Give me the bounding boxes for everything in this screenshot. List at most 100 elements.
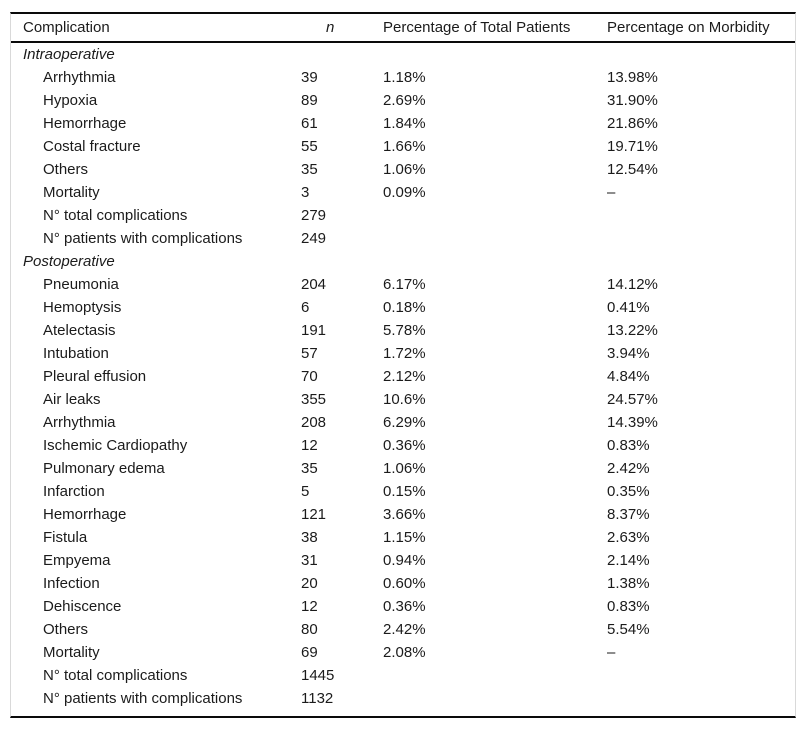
cell-n: 279 [301,207,327,224]
cell-n: 121 [301,506,327,523]
table-row: N° patients with complications 249 [11,227,795,250]
cell-n: 12 [301,437,318,454]
cell-pct-morbidity: 2.42% [607,460,650,477]
cell-pct-total: 1.72% [383,345,426,362]
cell-pct-total: 2.08% [383,644,426,661]
cell-pct-total: 0.18% [383,299,426,316]
cell-label: Atelectasis [43,322,116,339]
cell-pct-morbidity: 3.94% [607,345,650,362]
column-header-complication: Complication [23,19,110,36]
cell-pct-total: 0.60% [383,575,426,592]
table-row: Infection 20 0.60% 1.38% [11,572,795,595]
column-header-pct-morbidity: Percentage on Morbidity [607,19,770,36]
cell-label: Hypoxia [43,92,98,109]
table-row: Others 35 1.06% 12.54% [11,158,795,181]
cell-pct-total: 1.18% [383,69,426,86]
table-row: N° total complications 279 [11,204,795,227]
cell-n: 204 [301,276,327,293]
table-header-row: Complication n Percentage of Total Patie… [11,14,795,43]
cell-n: 61 [301,115,318,132]
column-header-pct-total: Percentage of Total Patients [383,19,571,36]
cell-label: Others [43,161,89,178]
table-row: Hemorrhage 121 3.66% 8.37% [11,503,795,526]
cell-pct-total: 1.66% [383,138,426,155]
cell-label: Hemorrhage [43,506,127,523]
cell-pct-morbidity: 8.37% [607,506,650,523]
cell-n: 20 [301,575,318,592]
table-row: Pneumonia 204 6.17% 14.12% [11,273,795,296]
table-row: Infarction 5 0.15% 0.35% [11,480,795,503]
table-row: Hemorrhage 61 1.84% 21.86% [11,112,795,135]
cell-pct-total [383,204,607,227]
cell-n: 1445 [301,667,335,684]
table-row: Mortality 69 2.08% – [11,641,795,664]
table-row: Air leaks 355 10.6% 24.57% [11,388,795,411]
cell-label: Pneumonia [43,276,119,293]
cell-n: 35 [301,161,318,178]
cell-pct-morbidity: 31.90% [607,92,658,109]
table-row: Arrhythmia 208 6.29% 14.39% [11,411,795,434]
cell-label: N° patients with complications [43,230,243,247]
cell-label: Ischemic Cardiopathy [43,437,188,454]
cell-pct-total: 2.12% [383,368,426,385]
cell-pct-total: 0.15% [383,483,426,500]
table-row: Arrhythmia 39 1.18% 13.98% [11,66,795,89]
table-row: N° patients with complications 1132 [11,687,795,710]
cell-label: Arrhythmia [43,414,116,431]
column-header-n: n [326,19,335,36]
cell-pct-morbidity: 2.14% [607,552,650,569]
cell-pct-morbidity: 1.38% [607,575,650,592]
table-row: N° total complications 1445 [11,664,795,687]
table-row: Atelectasis 191 5.78% 13.22% [11,319,795,342]
cell-label: Empyema [43,552,111,569]
cell-pct-total: 0.09% [383,184,426,201]
cell-pct-morbidity: 0.83% [607,598,650,615]
table-row: Ischemic Cardiopathy 12 0.36% 0.83% [11,434,795,457]
cell-label: Fistula [43,529,88,546]
cell-label: Mortality [43,644,100,661]
cell-label: Costal fracture [43,138,141,155]
table-row: Others 80 2.42% 5.54% [11,618,795,641]
section-name: Postoperative [23,253,115,270]
table-row: Hemoptysis 6 0.18% 0.41% [11,296,795,319]
cell-pct-morbidity: 14.39% [607,414,658,431]
cell-n: 57 [301,345,318,362]
section-header-row: Postoperative [11,250,795,273]
cell-pct-morbidity [607,204,795,227]
cell-n: 39 [301,69,318,86]
cell-label: Mortality [43,184,100,201]
table-row: Empyema 31 0.94% 2.14% [11,549,795,572]
cell-pct-morbidity: 12.54% [607,161,658,178]
cell-pct-total [383,664,607,687]
cell-n: 208 [301,414,327,431]
cell-label: Infarction [43,483,105,500]
cell-pct-morbidity: 19.71% [607,138,658,155]
cell-label: Hemoptysis [43,299,122,316]
cell-n: 70 [301,368,318,385]
cell-pct-total: 6.17% [383,276,426,293]
cell-label: N° total complications [43,207,188,224]
cell-n: 191 [301,322,327,339]
cell-pct-total: 0.94% [383,552,426,569]
cell-label: Dehiscence [43,598,122,615]
cell-label: N° patients with complications [43,690,243,707]
cell-pct-morbidity: 0.41% [607,299,650,316]
cell-pct-morbidity: 5.54% [607,621,650,638]
cell-label: Arrhythmia [43,69,116,86]
table-body: Intraoperative Arrhythmia 39 1.18% 13.98% Hyp… [11,43,795,710]
cell-n: 35 [301,460,318,477]
cell-pct-morbidity: 21.86% [607,115,658,132]
cell-n: 69 [301,644,318,661]
cell-pct-total [383,687,607,710]
cell-pct-total: 3.66% [383,506,426,523]
cell-pct-total [383,227,607,250]
cell-label: Air leaks [43,391,101,408]
cell-pct-morbidity: – [607,644,616,661]
cell-n: 89 [301,92,318,109]
cell-n: 5 [301,483,310,500]
cell-label: Pulmonary edema [43,460,165,477]
cell-n: 249 [301,230,327,247]
cell-label: Pleural effusion [43,368,147,385]
cell-pct-total: 0.36% [383,598,426,615]
cell-pct-total: 2.69% [383,92,426,109]
